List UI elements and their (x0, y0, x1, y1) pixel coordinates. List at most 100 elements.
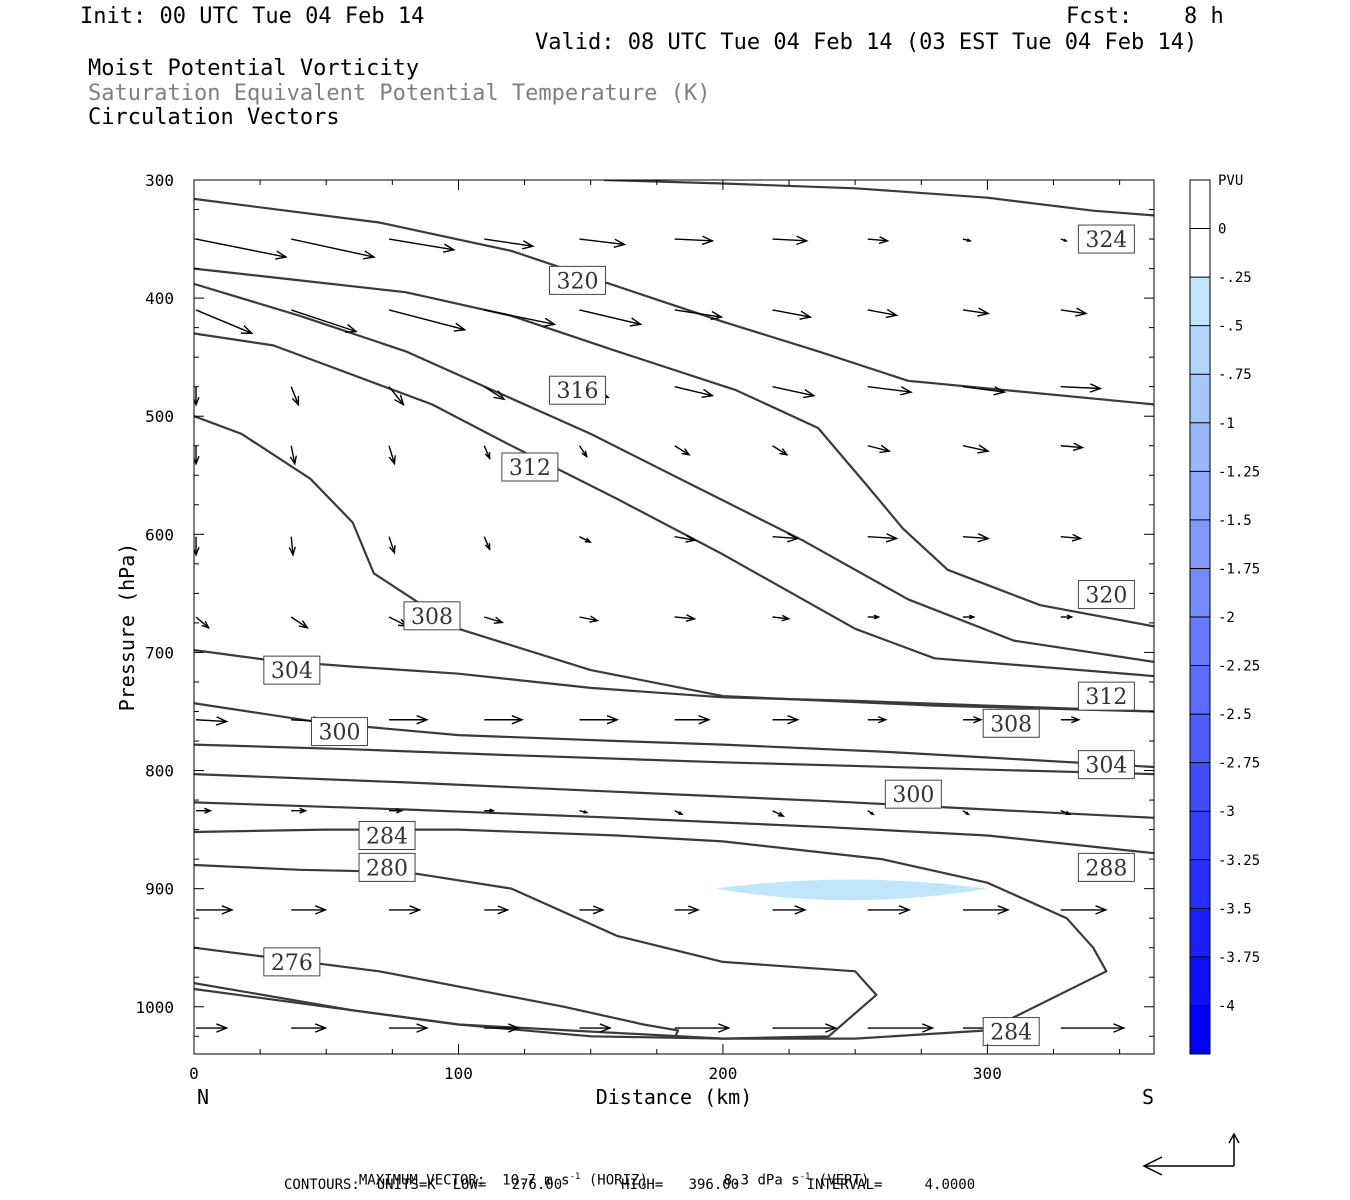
vector-head (900, 386, 913, 396)
colorbar-tick-label: -2.75 (1218, 756, 1260, 772)
vector-head (394, 394, 405, 407)
vector-shaft (962, 445, 989, 452)
vector-head (388, 545, 396, 555)
vector-head (802, 388, 816, 399)
vector-arrow (772, 235, 809, 246)
theta-e-contour-324 (603, 180, 1154, 217)
theta-e-contour-300 (194, 773, 1154, 819)
y-tick-label: 900 (145, 880, 174, 899)
contour-label-box (548, 265, 606, 295)
vector-head (1066, 614, 1074, 620)
contour-labels: 324 320 316 312 320 308 304 312 308 300 304 300 284 2… (263, 224, 1135, 1047)
contour-label: 288 (1077, 852, 1135, 882)
vector-head (507, 1023, 521, 1033)
vector-head (584, 537, 592, 543)
vector-arrow (674, 309, 724, 321)
theta-e-contours (194, 180, 1154, 1040)
vector-arrow (195, 238, 288, 260)
vector-arrow (291, 807, 308, 814)
vector-shaft (674, 616, 695, 620)
vector-head (298, 620, 309, 629)
colorbar-tick-label: -1.75 (1218, 561, 1260, 577)
vector-head (194, 546, 200, 557)
vector-shaft (484, 616, 503, 624)
theta-e-contour-320 (194, 267, 1154, 628)
vert-tag: (VERT) (818, 1172, 870, 1189)
vector-arrow (194, 386, 200, 407)
colorbar-swatch (1190, 180, 1210, 229)
y-tick-label: 800 (145, 762, 174, 781)
vector-head (685, 534, 697, 543)
vector-arrow (867, 1023, 935, 1033)
vector-arrow (196, 1023, 229, 1033)
vector-head (1071, 533, 1083, 542)
vector-shaft (867, 445, 890, 452)
vector-head (787, 715, 800, 725)
vector-arrow (388, 238, 456, 253)
contour-label: 284 (982, 1017, 1040, 1047)
vector-arrow (674, 445, 691, 456)
vector-arrow (290, 386, 300, 407)
vector-arrow (579, 536, 592, 543)
vector-arrow (291, 238, 376, 260)
vector-head (1072, 442, 1085, 452)
reference-vector-icon (1142, 1132, 1240, 1176)
contour-label-box (1077, 681, 1135, 711)
vector-arrow (196, 807, 213, 814)
vector-arrow (674, 534, 697, 543)
colorbar-tick-label: -.25 (1218, 270, 1252, 286)
vector-shaft (388, 238, 454, 251)
vector-arrow (195, 716, 229, 726)
vector-arrow (484, 1023, 521, 1033)
vector-arrow (674, 386, 715, 398)
horiz-max-value: 10.7 m s (502, 1172, 570, 1189)
contour-label-text: 304 (271, 659, 313, 684)
vector-head (493, 390, 506, 401)
colorbar-swatch (1190, 811, 1210, 860)
vector-shaft (484, 309, 555, 326)
vector-shaft (772, 386, 815, 397)
vector-shaft (579, 238, 625, 246)
vector-shaft (195, 719, 227, 723)
vector-head (194, 396, 200, 407)
x-end-label-north: N (197, 1085, 209, 1109)
vector-arrow (483, 386, 506, 401)
vector-arrow (1060, 238, 1068, 242)
vector-head (877, 716, 888, 724)
contour-label-box (1077, 750, 1135, 780)
vector-arrow (484, 616, 505, 624)
colorbar-tick-label: -3 (1218, 804, 1235, 820)
forecast-hours: 8 h (1184, 4, 1224, 29)
vector-arrow (196, 905, 234, 915)
vector-arrow (579, 905, 605, 915)
vector-arrow (389, 807, 404, 814)
vector-shaft (579, 616, 598, 622)
vector-head (779, 448, 789, 456)
vector-shaft (962, 535, 989, 540)
x-tick-label: 100 (444, 1064, 473, 1083)
colorbar-tick-label: -3.75 (1218, 950, 1260, 966)
vector-head (825, 1023, 838, 1033)
vector-arrow (579, 309, 643, 327)
vector-head (215, 716, 229, 726)
y-tick-label: 400 (145, 289, 174, 308)
colorbar-tick-label: -3.25 (1218, 853, 1260, 869)
vector-head (977, 533, 991, 543)
contour-label-box (982, 1017, 1040, 1047)
contour-label-box (982, 708, 1040, 738)
vector-head (1071, 716, 1081, 724)
vector-head (885, 533, 899, 543)
vector-shaft (1060, 385, 1101, 390)
y-tick-label: 600 (145, 525, 174, 544)
contour-label-text: 300 (318, 721, 360, 746)
vector-arrow (289, 445, 297, 466)
contour-label-box (310, 717, 368, 747)
contour-label: 312 (501, 452, 559, 482)
vector-arrow (867, 236, 890, 245)
colorbar-swatch (1190, 714, 1210, 763)
field-title-pv: Moist Potential Vorticity (88, 56, 420, 81)
vector-arrow (772, 905, 807, 915)
contour-label-text: 280 (366, 856, 408, 881)
vector-shaft (291, 238, 375, 258)
